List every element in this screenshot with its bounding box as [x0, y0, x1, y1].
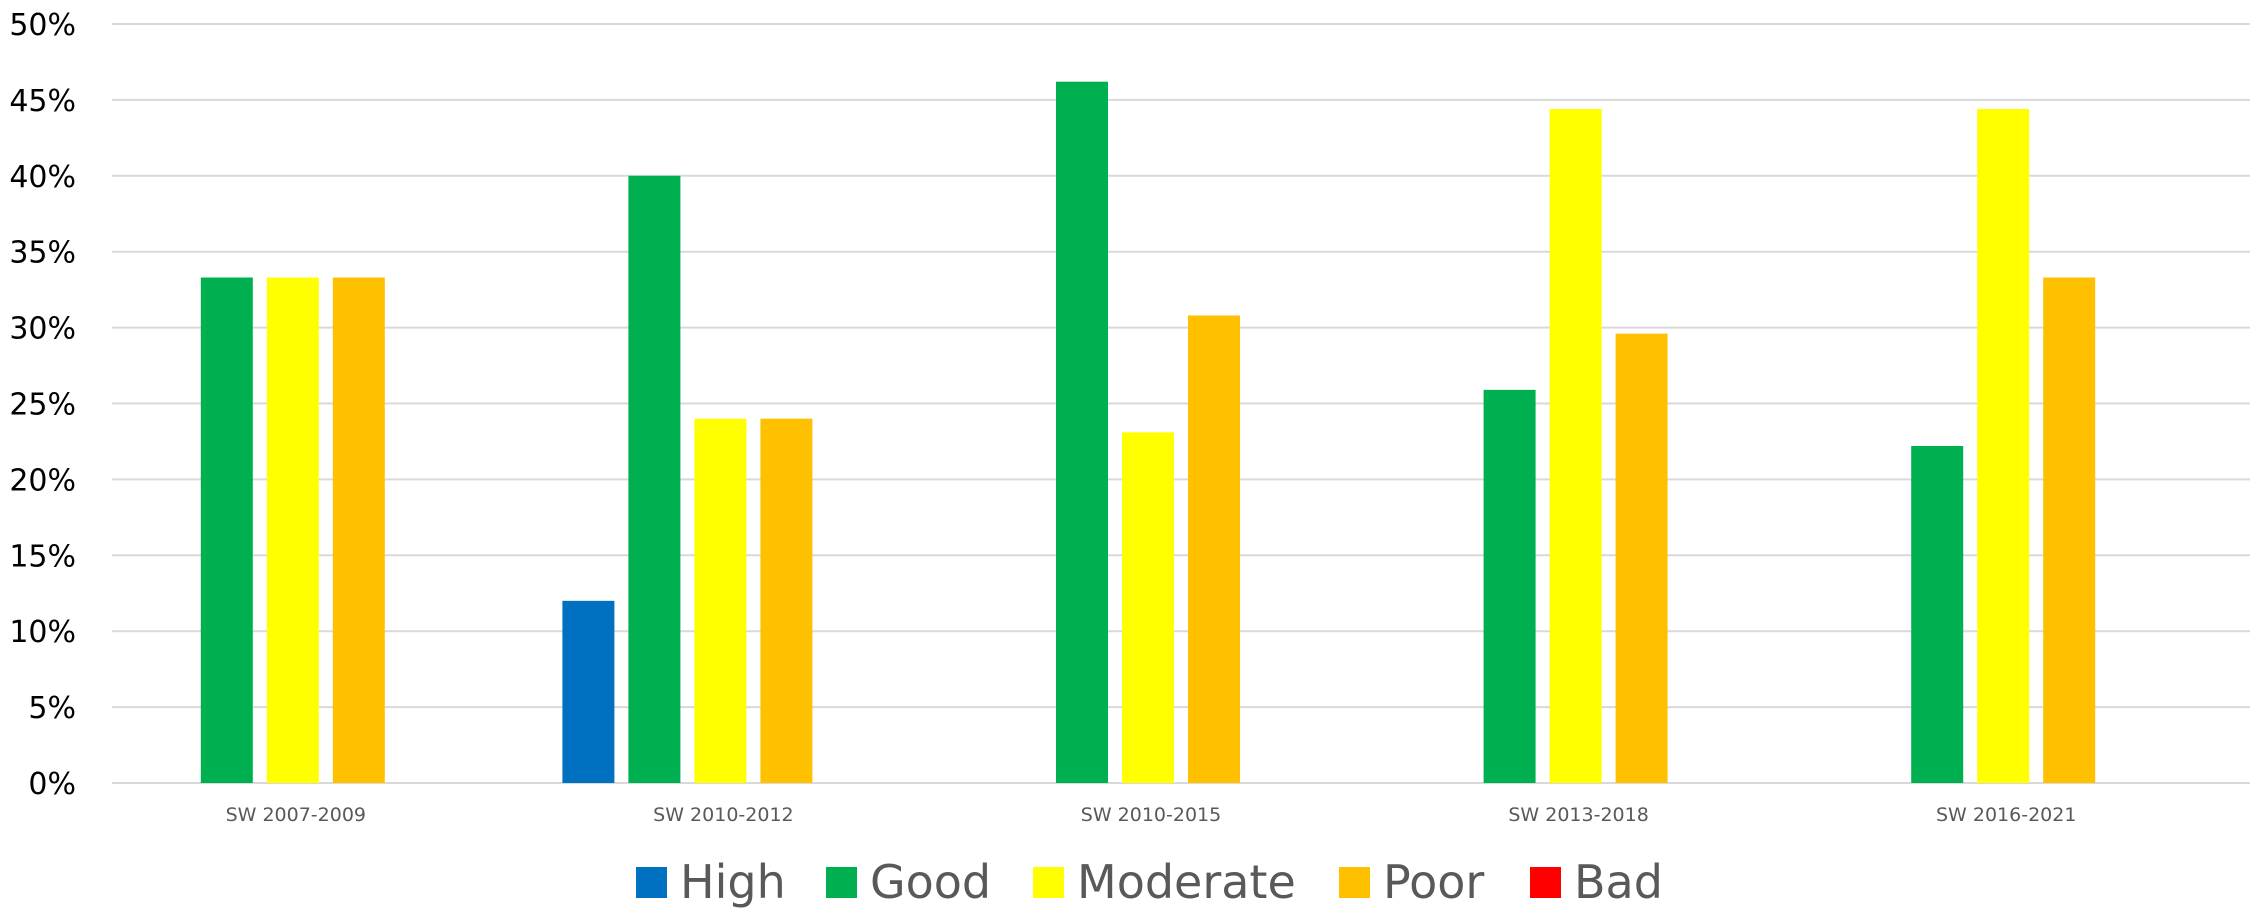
- legend-label: Good: [870, 855, 991, 909]
- y-tick-label: 40%: [9, 160, 76, 195]
- y-tick-label: 50%: [9, 8, 76, 43]
- x-tick-label: SW 2010-2015: [1081, 804, 1221, 826]
- gridlines: [112, 23, 2250, 709]
- y-tick-label: 0%: [28, 767, 76, 802]
- x-tick-label: SW 2016-2021: [1936, 804, 2076, 826]
- legend-swatch: [1530, 867, 1561, 898]
- legend-label: Bad: [1574, 855, 1663, 909]
- legend-item-high: High: [636, 855, 786, 909]
- bar-moderate-4: [1977, 109, 2030, 784]
- legend-label: Moderate: [1077, 855, 1296, 909]
- x-tick-label: SW 2013-2018: [1508, 804, 1648, 826]
- bar-good-0: [200, 277, 253, 783]
- y-tick-label: 10%: [9, 615, 76, 650]
- y-axis: 0% 5% 10% 15% 20% 25% 30% 35% 40% 45% 50%: [9, 8, 2250, 802]
- y-tick-label: 25%: [9, 388, 76, 423]
- bar-poor-3: [1615, 333, 1668, 783]
- legend-label: Poor: [1383, 855, 1484, 909]
- legend-swatch: [1339, 867, 1370, 898]
- y-tick-label: 5%: [28, 691, 76, 726]
- bar-poor-4: [2043, 277, 2096, 783]
- bar-good-2: [1056, 81, 1108, 783]
- y-tick-label: 20%: [9, 463, 76, 498]
- bar-moderate-1: [694, 418, 747, 783]
- legend-item-bad: Bad: [1530, 855, 1663, 909]
- legend-swatch: [1033, 867, 1064, 898]
- bar-poor-0: [332, 277, 385, 783]
- legend-swatch: [826, 867, 857, 898]
- bar-good-3: [1483, 389, 1536, 783]
- bar-moderate-3: [1549, 109, 1602, 784]
- bar-poor-1: [760, 418, 813, 783]
- bar-high-1: [562, 600, 615, 783]
- y-tick-label: 15%: [9, 539, 76, 574]
- bar-good-1: [628, 175, 681, 784]
- legend: High Good Moderate Poor Bad: [636, 855, 1663, 909]
- x-tick-label: SW 2010-2012: [653, 804, 793, 826]
- bar-moderate-0: [266, 277, 319, 783]
- legend-item-poor: Poor: [1339, 855, 1484, 909]
- y-tick-label: 35%: [9, 236, 76, 271]
- x-axis: SW 2007-2009 SW 2010-2012 SW 2010-2015 SW 2…: [226, 804, 2077, 826]
- legend-swatch: [636, 867, 667, 898]
- bar-moderate-2: [1122, 432, 1174, 783]
- y-tick-label: 45%: [9, 84, 76, 119]
- bar-good-4: [1911, 446, 1964, 783]
- legend-item-moderate: Moderate: [1033, 855, 1296, 909]
- y-tick-label: 30%: [9, 312, 76, 347]
- legend-label: High: [680, 855, 786, 909]
- bars: [200, 81, 2096, 784]
- legend-item-good: Good: [826, 855, 991, 909]
- x-tick-label: SW 2007-2009: [226, 804, 366, 826]
- bar-poor-2: [1188, 315, 1240, 783]
